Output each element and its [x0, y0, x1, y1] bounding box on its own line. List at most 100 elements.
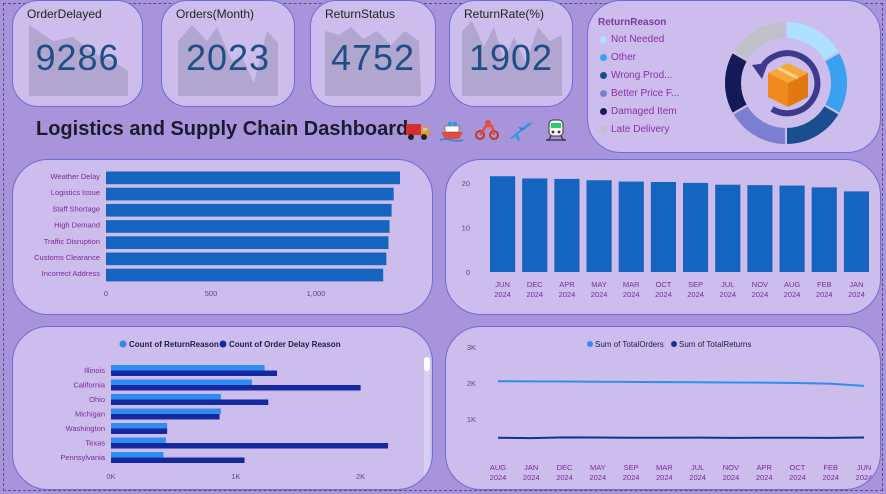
bar[interactable]	[106, 171, 400, 185]
bar[interactable]	[650, 182, 676, 272]
legend-swatch	[587, 341, 593, 347]
bar[interactable]	[111, 379, 253, 386]
bar[interactable]	[843, 191, 869, 272]
scooter-icon	[474, 120, 499, 140]
bar[interactable]	[715, 184, 741, 272]
legend-label: Damaged Item	[611, 106, 677, 117]
legend-item[interactable]: Other	[600, 52, 636, 63]
x-tick-label: JUL 2024	[689, 463, 706, 482]
legend-label: Late Delivery	[611, 124, 670, 135]
scroll-thumb[interactable]	[424, 357, 430, 371]
kpi-value: 4752	[330, 37, 416, 78]
bar[interactable]	[111, 365, 265, 371]
legend-item[interactable]: Better Price F...	[600, 88, 679, 99]
legend-swatch	[219, 340, 227, 348]
legend-label: Count of ReturnReason	[129, 340, 219, 349]
bar[interactable]	[111, 423, 168, 429]
x-tick-label: FEB 2024	[816, 280, 833, 299]
legend-swatch	[119, 340, 127, 348]
bar[interactable]	[779, 185, 805, 272]
bar[interactable]	[522, 178, 548, 272]
kpi-card-return-rate[interactable]: ReturnRate(%) 1902	[449, 0, 573, 107]
bar[interactable]	[111, 414, 220, 420]
x-tick-label: DEC 2024	[556, 463, 573, 482]
monthly-bar-chart-card[interactable]: 0 10 20 JUN 2024 DEC 2024 APR 2024 MAY 2024 MAR 2024…	[445, 159, 881, 315]
kpi-card-orders-month[interactable]: Orders(Month) 2023	[161, 0, 295, 107]
orders-returns-line-card[interactable]: Sum of TotalOrders Sum of TotalReturns 1K 2…	[445, 326, 881, 490]
bar[interactable]	[747, 185, 773, 272]
kpi-card-order-delayed[interactable]: OrderDelayed 9286	[12, 0, 143, 107]
x-tick-label: MAY 2024	[589, 463, 606, 482]
kpi-title: Orders(Month)	[176, 7, 255, 21]
kpi-title: OrderDelayed	[27, 7, 102, 21]
title-icon-row	[405, 118, 573, 144]
legend-item[interactable]: Late Delivery	[600, 124, 669, 135]
kpi-value: 1902	[468, 37, 554, 78]
orders-returns-line-chart[interactable]: Sum of TotalOrders Sum of TotalReturns 1K 2…	[446, 327, 881, 490]
legend-swatch	[671, 341, 677, 347]
category-label: Weather Delay	[51, 172, 101, 181]
bar[interactable]	[106, 252, 387, 266]
legend-item[interactable]: Not Needed	[600, 34, 664, 45]
bar[interactable]	[111, 452, 164, 458]
bar[interactable]	[490, 176, 516, 272]
kpi-sparkline	[178, 25, 278, 96]
bar[interactable]	[106, 203, 392, 217]
legend-item[interactable]: Damaged Item	[600, 106, 677, 117]
state-clustered-bar-chart[interactable]: Count of ReturnReason Count of Order Dela…	[13, 327, 433, 490]
x-tick-label: DEC 2024	[526, 280, 543, 299]
state-chart-card[interactable]: Count of ReturnReason Count of Order Dela…	[12, 326, 433, 490]
kpi-card-return-status[interactable]: ReturnStatus 4752	[310, 0, 436, 107]
bar[interactable]	[106, 236, 389, 249]
ship-icon	[440, 122, 464, 142]
delay-reason-bar-chart[interactable]: Weather Delay Logistics Issue Staff Shorta…	[13, 160, 433, 315]
series-line[interactable]	[497, 436, 865, 440]
legend-item[interactable]: Wrong Prod...	[600, 70, 673, 81]
bar[interactable]	[111, 457, 245, 464]
category-label: High Demand	[54, 221, 100, 230]
bar[interactable]	[586, 180, 612, 272]
package-return-icon	[744, 41, 828, 125]
category-label: Pennsylvania	[60, 453, 105, 462]
bar[interactable]	[111, 370, 277, 377]
kpi-value: 2023	[185, 37, 271, 78]
bar[interactable]	[111, 408, 221, 415]
bar[interactable]	[106, 268, 384, 282]
x-tick-label: 1K	[231, 472, 240, 481]
bar[interactable]	[111, 399, 269, 406]
bar[interactable]	[111, 428, 168, 435]
legend-swatch	[600, 36, 607, 43]
donut-slice[interactable]	[730, 19, 787, 63]
x-tick-label: FEB 2024	[822, 463, 839, 482]
legend-swatch	[600, 54, 607, 61]
category-label: Logistics Issue	[51, 188, 100, 197]
return-reason-donut-chart[interactable]	[716, 13, 856, 153]
bar[interactable]	[111, 443, 389, 449]
x-tick-label: 500	[205, 289, 218, 298]
bar[interactable]	[554, 178, 580, 272]
x-tick-label: MAR 2024	[623, 280, 640, 299]
y-tick-label: 1K	[467, 415, 476, 424]
truck-icon	[406, 124, 429, 140]
category-label: Traffic Disruption	[44, 237, 100, 246]
x-tick-label: 0K	[106, 472, 115, 481]
bar[interactable]	[683, 182, 709, 272]
x-tick-label: OCT 2024	[655, 280, 672, 299]
bar[interactable]	[618, 181, 644, 272]
bar[interactable]	[111, 394, 221, 400]
bar[interactable]	[106, 220, 390, 233]
delay-reason-chart-card[interactable]: Weather Delay Logistics Issue Staff Shorta…	[12, 159, 433, 315]
bar[interactable]	[111, 385, 361, 391]
x-tick-label: NOV 2024	[752, 280, 769, 299]
series-line[interactable]	[497, 380, 865, 387]
category-label: Illinois	[84, 366, 105, 375]
monthly-bar-chart[interactable]: 0 10 20 JUN 2024 DEC 2024 APR 2024 MAY 2024 MAR 2024…	[446, 160, 881, 315]
category-label: Customs Clearance	[34, 253, 100, 262]
bar[interactable]	[111, 437, 166, 444]
chart-scrollbar[interactable]	[424, 357, 430, 489]
category-label: Michigan	[75, 410, 105, 419]
return-reason-card[interactable]: ReturnReason Not Needed Other Wrong Prod..…	[587, 0, 881, 153]
dashboard-title: Logistics and Supply Chain Dashboard	[36, 118, 409, 140]
bar[interactable]	[106, 187, 394, 201]
bar[interactable]	[811, 187, 837, 272]
